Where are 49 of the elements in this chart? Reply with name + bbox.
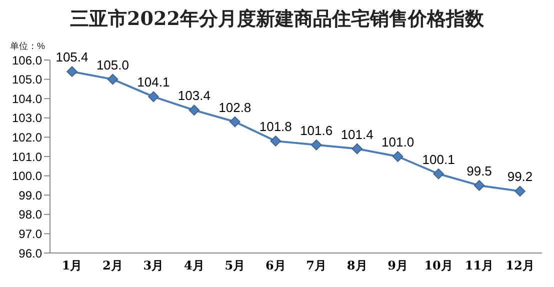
data-label: 105.0 — [96, 57, 129, 72]
data-label: 103.4 — [178, 88, 210, 104]
point — [433, 168, 444, 180]
y-tick-label: 100.0 — [12, 169, 42, 184]
y-tick-label: 102.0 — [12, 130, 42, 144]
y-tick-label: 99.0 — [18, 188, 42, 202]
point — [230, 116, 240, 128]
x-tick-label: 9月 — [388, 258, 408, 273]
point — [474, 180, 485, 191]
y-tick-label: 106.0 — [12, 53, 42, 68]
y-tick-label: 98.0 — [18, 208, 42, 222]
x-tick-label: 12月 — [506, 258, 534, 273]
data-label: 104.1 — [137, 74, 170, 90]
point — [392, 151, 404, 162]
data-label: 102.8 — [218, 100, 252, 115]
point — [514, 186, 526, 197]
data-label: 99.2 — [507, 169, 533, 184]
point — [188, 104, 200, 116]
x-tick-label: 6月 — [265, 258, 286, 273]
x-tick-label: 3月 — [143, 258, 164, 273]
x-tick-label: 10月 — [424, 258, 453, 273]
x-tick-label: 4月 — [184, 258, 204, 273]
data-label: 100.1 — [422, 152, 455, 167]
x-tick-label: 7月 — [306, 258, 327, 273]
data-label: 101.0 — [382, 134, 414, 150]
data-label: 105.4 — [56, 50, 88, 65]
x-tick-label: 8月 — [346, 258, 368, 273]
x-tick-label: 5月 — [224, 258, 246, 273]
point — [107, 74, 118, 85]
x-tick-label: 1月 — [62, 258, 82, 273]
x-tick-label: 11月 — [464, 258, 494, 273]
data-label: 101.6 — [300, 122, 333, 138]
y-axis-title: 单位：% — [10, 40, 46, 53]
y-tick-label: 103.0 — [12, 111, 42, 126]
data-label: 101.8 — [259, 119, 292, 134]
point — [352, 143, 362, 154]
data-label: 101.4 — [340, 126, 374, 142]
point — [270, 136, 282, 146]
y-tick-label: 104.0 — [12, 92, 42, 106]
chart-title: 三亚市2022年分月度新建商品住宅销售价格指数 — [69, 7, 485, 32]
point — [310, 140, 322, 150]
y-tick-label: 105.0 — [12, 72, 42, 87]
point — [66, 66, 78, 77]
data-label: 99.5 — [466, 163, 492, 178]
y-tick-label: 96.0 — [18, 246, 42, 260]
point — [148, 91, 159, 102]
y-tick-label: 97.0 — [18, 226, 42, 241]
y-tick-label: 101.0 — [12, 150, 42, 164]
x-tick-label: 2月 — [102, 258, 123, 273]
